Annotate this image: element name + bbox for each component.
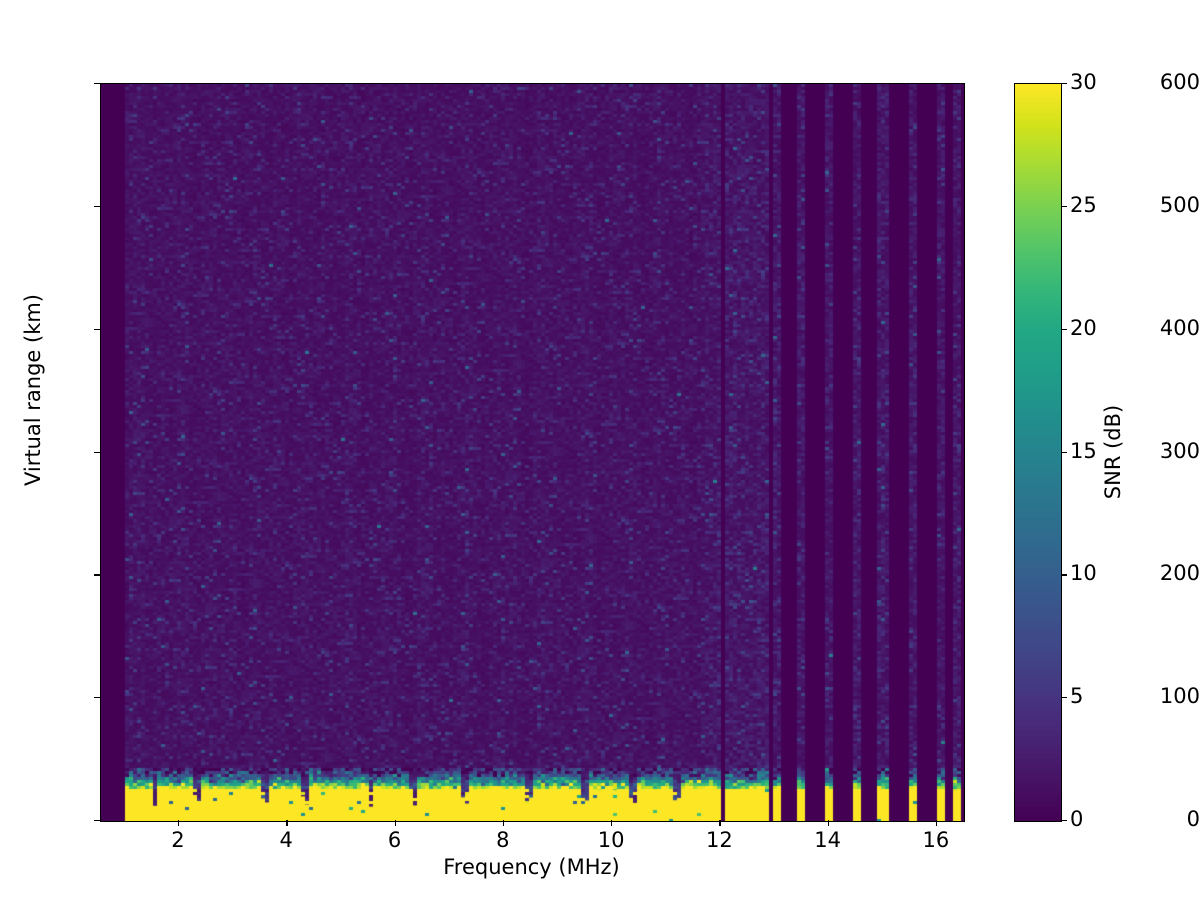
- y-tick-mark: [94, 697, 100, 699]
- x-tick-mark: [611, 820, 613, 826]
- x-tick-mark: [177, 820, 180, 826]
- x-tick-label: 2: [171, 828, 185, 852]
- x-tick-label: 4: [279, 828, 293, 852]
- colorbar-label: SNR (dB): [1101, 404, 1125, 500]
- x-tick-mark: [935, 820, 938, 826]
- colorbar-tick-label: 15: [1070, 438, 1097, 463]
- y-axis-label: Virtual range (km): [21, 293, 45, 487]
- x-tick-label: 6: [387, 828, 402, 852]
- colorbar-tick-mark: [1061, 205, 1067, 208]
- colorbar-gradient: [1015, 84, 1061, 821]
- colorbar-tick-mark: [1061, 451, 1067, 453]
- ionogram-heatmap[interactable]: [101, 84, 964, 821]
- colorbar-tick-label: 25: [1070, 192, 1097, 217]
- y-tick-label: 600: [1159, 70, 1200, 94]
- colorbar-tick-label: 0: [1070, 807, 1084, 831]
- x-tick-mark: [394, 820, 396, 826]
- colorbar-tick-mark: [1061, 697, 1067, 699]
- colorbar-tick-label: 30: [1070, 70, 1097, 94]
- y-tick-mark: [94, 83, 100, 85]
- y-tick-label: 300: [1159, 438, 1200, 463]
- colorbar-tick-mark: [1061, 328, 1067, 330]
- x-tick-mark: [286, 820, 288, 826]
- y-tick-label: 500: [1159, 192, 1200, 217]
- y-tick-label: 0: [1186, 807, 1200, 831]
- x-tick-label: 12: [705, 828, 733, 852]
- y-tick-mark: [94, 820, 100, 822]
- y-tick-mark: [94, 574, 100, 576]
- colorbar-tick-label: 20: [1070, 315, 1097, 340]
- x-tick-mark: [719, 820, 721, 826]
- x-axis-label: Frequency (MHz): [443, 855, 620, 879]
- y-tick-mark: [94, 328, 100, 330]
- x-tick-label: 14: [814, 828, 841, 852]
- y-tick-label: 200: [1159, 561, 1200, 586]
- x-tick-mark: [502, 820, 505, 826]
- colorbar-tick-mark: [1061, 820, 1067, 822]
- colorbar-tick-mark: [1061, 83, 1067, 85]
- y-tick-label: 100: [1159, 684, 1200, 709]
- plot-area[interactable]: [100, 83, 965, 822]
- x-tick-mark: [827, 820, 829, 826]
- x-tick-label: 8: [496, 828, 510, 852]
- colorbar[interactable]: [1014, 83, 1062, 822]
- y-tick-mark: [94, 451, 100, 453]
- colorbar-tick-mark: [1061, 574, 1067, 576]
- y-tick-mark: [94, 205, 100, 208]
- colorbar-tick-label: 5: [1070, 684, 1084, 709]
- y-tick-label: 400: [1159, 315, 1200, 340]
- x-tick-label: 10: [597, 828, 625, 852]
- x-tick-label: 16: [922, 828, 950, 852]
- colorbar-tick-label: 10: [1070, 561, 1097, 586]
